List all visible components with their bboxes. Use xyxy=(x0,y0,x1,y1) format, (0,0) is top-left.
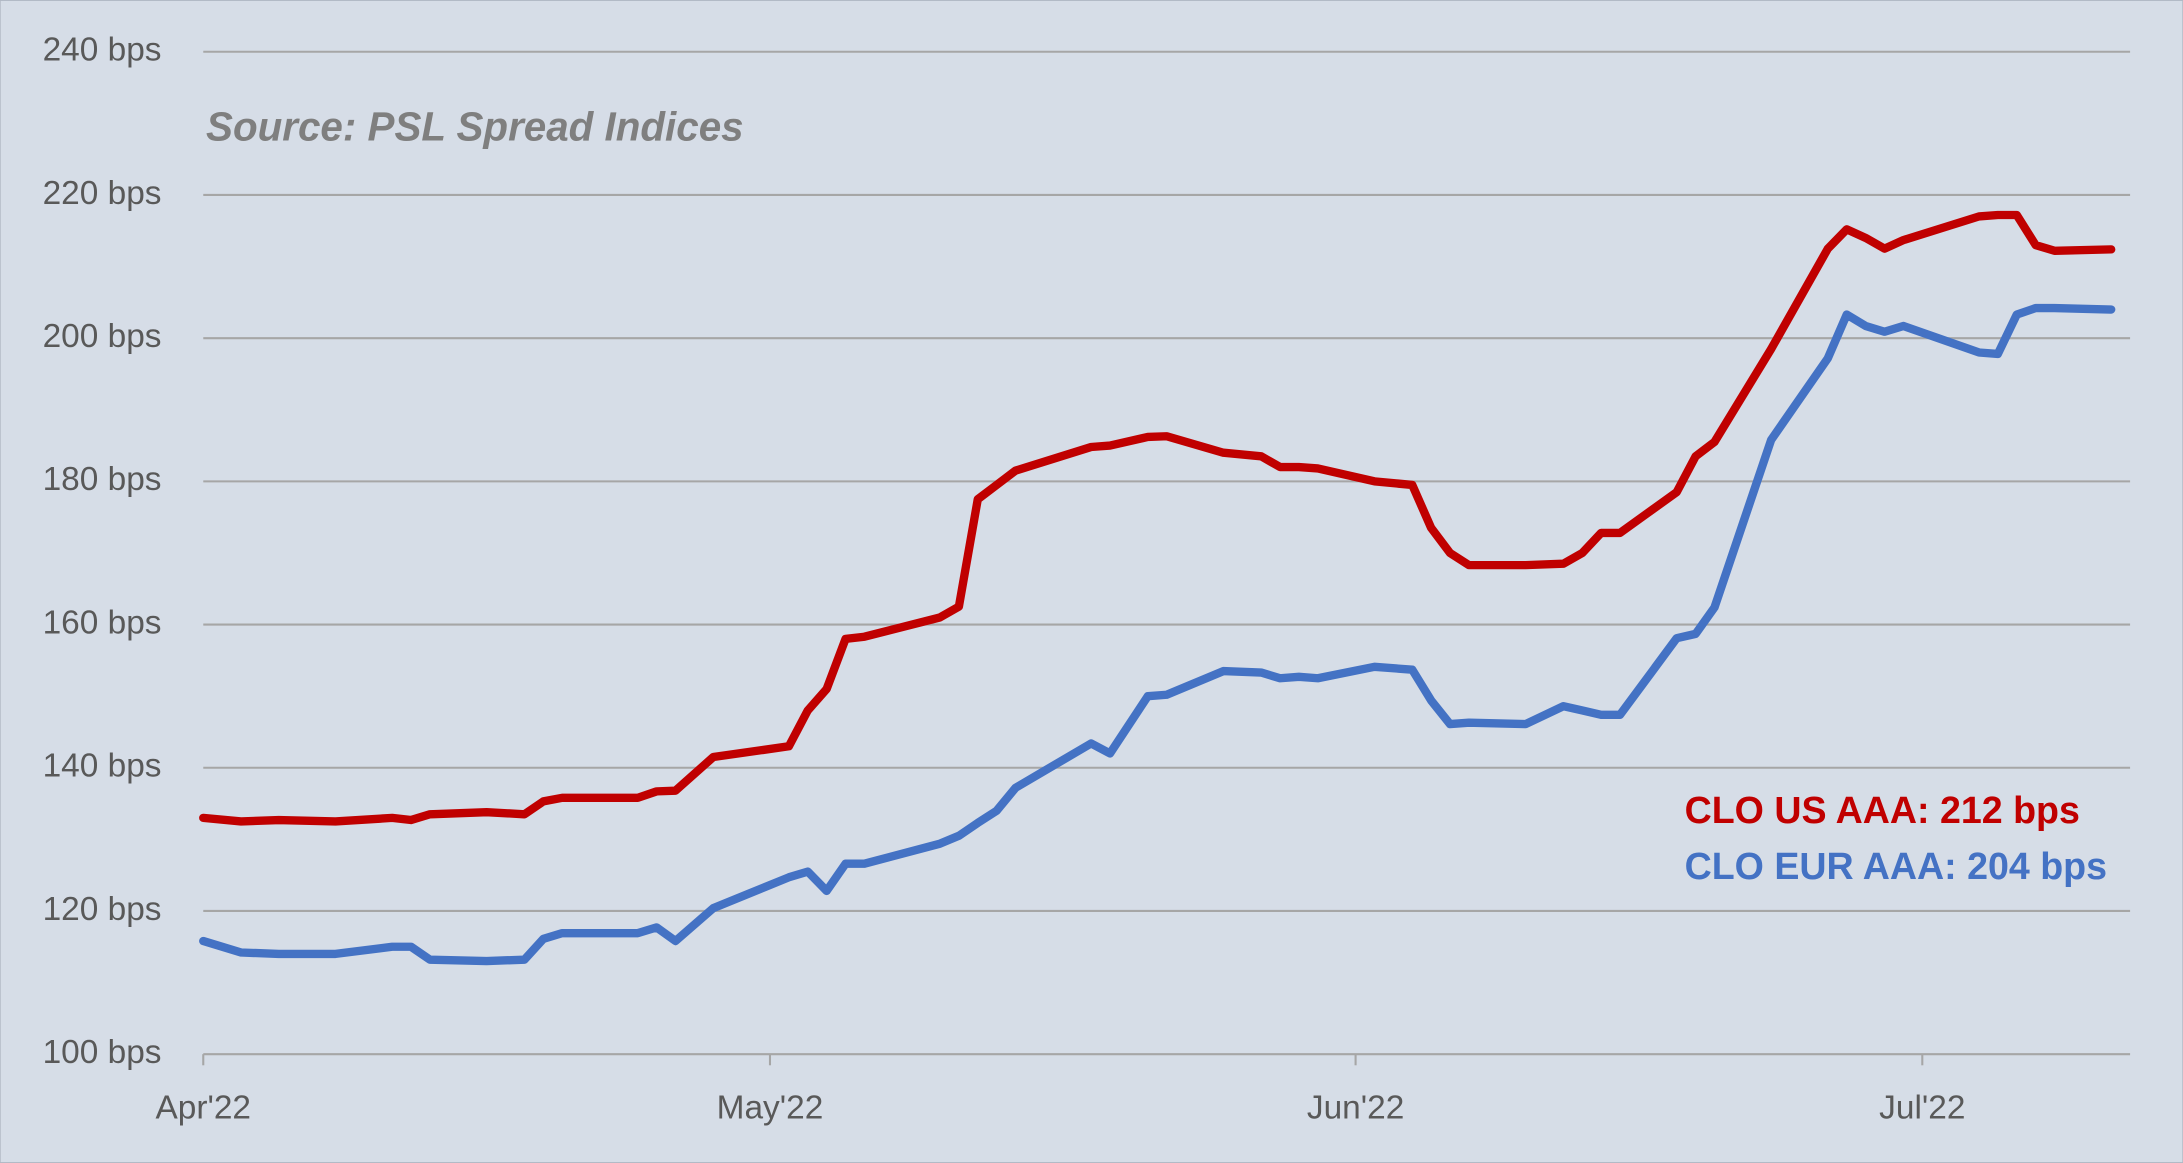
x-tick-label: Jun'22 xyxy=(1307,1090,1404,1127)
y-tick-label: 140 bps xyxy=(43,748,162,785)
x-tick-label: Jul'22 xyxy=(1879,1090,1965,1127)
y-tick-label: 120 bps xyxy=(43,891,162,928)
series-line xyxy=(199,303,2116,966)
y-tick-label: 180 bps xyxy=(43,461,162,498)
source-note: Source: PSL Spread Indices xyxy=(206,103,744,149)
x-tick-label: Apr'22 xyxy=(155,1090,251,1127)
annotation: CLO EUR AAA: 204 bps xyxy=(1685,845,2107,887)
x-tick-label: May'22 xyxy=(717,1090,824,1127)
y-tick-label: 160 bps xyxy=(43,604,162,641)
annotation: CLO US AAA: 212 bps xyxy=(1685,789,2080,831)
y-tick-label: 200 bps xyxy=(43,318,162,355)
y-tick-label: 220 bps xyxy=(43,175,162,212)
y-tick-label: 100 bps xyxy=(43,1034,162,1071)
series-line xyxy=(199,210,2116,826)
y-tick-label: 240 bps xyxy=(43,32,162,69)
